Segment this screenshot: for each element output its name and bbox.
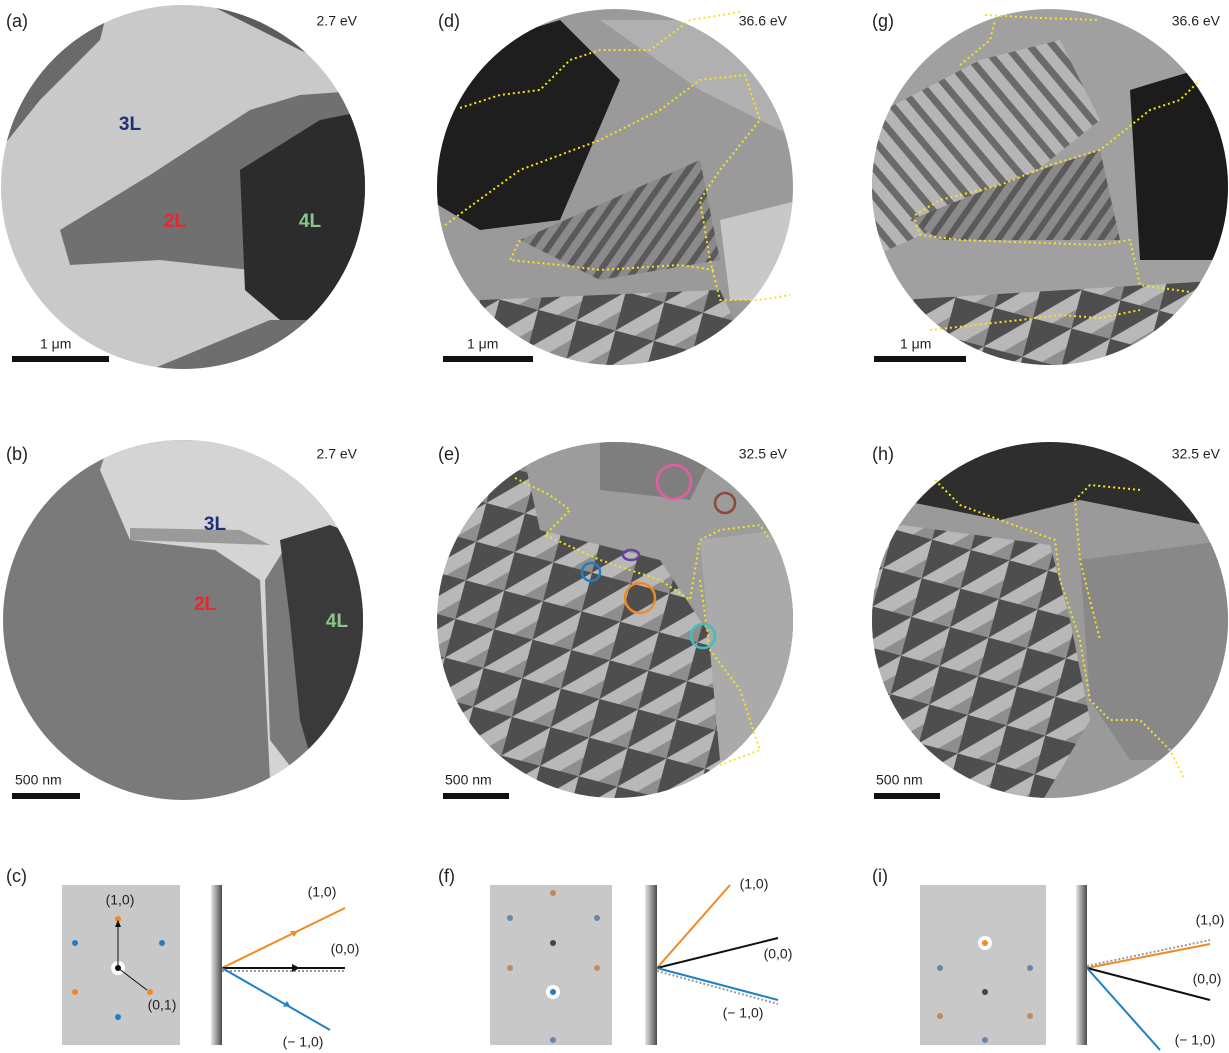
layer-label: 2L	[164, 211, 187, 232]
roi	[713, 491, 737, 515]
panel-label: (b)	[6, 444, 28, 464]
beams	[221, 907, 346, 1031]
scale-bar	[443, 356, 533, 362]
scale-bar	[443, 793, 509, 799]
scale-bar-label: 500 nm	[445, 772, 492, 788]
roi	[621, 548, 641, 562]
scale-bar-label: 1 μm	[900, 336, 931, 352]
surface	[211, 885, 222, 1045]
scale-bar	[12, 356, 109, 362]
boundary	[929, 309, 1141, 331]
beam-label: (1,0)	[740, 876, 769, 892]
beam-label: (− 1,0)	[1175, 1032, 1216, 1048]
roi	[689, 622, 717, 650]
spot-label: (1,0)	[106, 892, 135, 908]
boundary	[984, 14, 1101, 21]
micrograph-g	[872, 9, 1228, 365]
layer-label: 4L	[326, 611, 349, 632]
boundary	[1073, 483, 1141, 641]
spots	[72, 916, 165, 1020]
boundary	[514, 477, 771, 602]
beam-label: (1,0)	[308, 884, 337, 900]
roi	[655, 463, 693, 501]
beam-label: (− 1,0)	[723, 1005, 764, 1021]
micrograph-d	[437, 9, 793, 365]
scale-bar	[874, 356, 966, 362]
micrograph-e	[437, 442, 793, 798]
energy: 32.5 eV	[739, 446, 788, 462]
layer-label: 2L	[194, 594, 217, 615]
roi	[580, 561, 602, 583]
scale-bar-label: 1 μm	[467, 336, 498, 352]
spots	[937, 936, 1033, 1043]
boundary	[699, 579, 762, 766]
layer-label: 3L	[119, 114, 142, 135]
panel-label: (f)	[438, 866, 455, 886]
beam-label: (0,0)	[764, 946, 793, 962]
roi	[623, 581, 657, 615]
micrograph-b	[3, 440, 363, 800]
beam-label: (0,0)	[331, 941, 360, 957]
diffraction-pattern	[920, 885, 1046, 1045]
boundary	[914, 79, 1201, 216]
spots	[507, 890, 600, 1043]
beam-label: (0,0)	[1193, 971, 1222, 987]
beam-label: (1,0)	[1196, 912, 1225, 928]
energy: 36.6 eV	[1172, 13, 1221, 29]
scale-bar	[12, 793, 80, 799]
beams	[656, 884, 779, 1005]
scale-bar	[874, 793, 940, 799]
panel-label: (c)	[6, 866, 27, 886]
panel-label: (e)	[438, 444, 460, 464]
panel-label: (a)	[6, 11, 28, 31]
boundary	[459, 11, 741, 109]
panel-label: (h)	[872, 444, 894, 464]
layer-label: 4L	[299, 211, 322, 232]
diffraction-pattern	[490, 885, 612, 1045]
panel-label: (d)	[438, 11, 460, 31]
energy: 2.7 eV	[317, 446, 358, 462]
micrograph-a	[1, 5, 365, 369]
scale-bar-label: 500 nm	[876, 772, 923, 788]
beam-label: (− 1,0)	[283, 1034, 324, 1050]
scale-bar-label: 500 nm	[15, 772, 62, 788]
layer-label: 3L	[204, 514, 227, 535]
panel-label: (g)	[872, 11, 894, 31]
energy: 36.6 eV	[739, 13, 788, 29]
boundary	[444, 73, 791, 301]
surface	[645, 885, 657, 1045]
energy: 32.5 eV	[1172, 446, 1221, 462]
boundary	[934, 479, 1186, 781]
energy: 2.7 eV	[317, 13, 358, 29]
micrograph-h	[872, 442, 1228, 798]
spot-label: (0,1)	[148, 997, 177, 1013]
beams	[1086, 939, 1211, 1051]
surface	[1076, 885, 1087, 1045]
panel-label: (i)	[872, 866, 888, 886]
boundary	[914, 219, 1191, 293]
scale-bar-label: 1 μm	[40, 336, 71, 352]
